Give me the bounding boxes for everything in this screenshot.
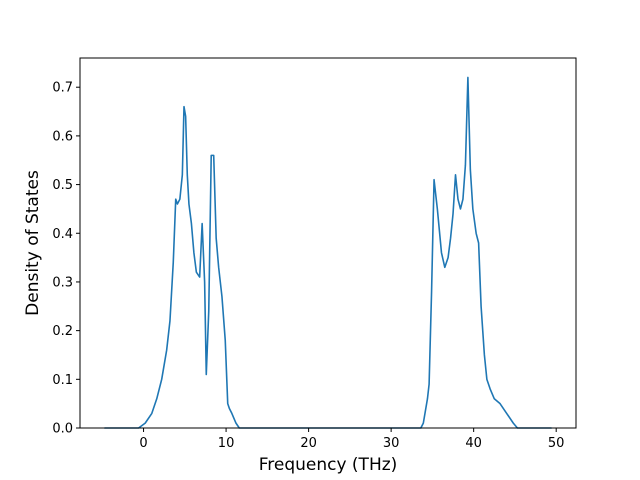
x-tick-label: 0 [139, 436, 147, 451]
y-axis-ticks: 0.0 0.1 0.2 0.3 0.4 0.5 0.6 0.7 [52, 81, 80, 437]
y-axis-label: Density of States [23, 170, 43, 316]
y-tick-label: 0.4 [52, 227, 73, 242]
x-tick-label: 20 [300, 436, 317, 451]
y-tick-label: 0.0 [52, 422, 73, 437]
x-tick-label: 40 [465, 436, 482, 451]
plot-layer [103, 76, 553, 429]
x-tick-label: 10 [218, 436, 235, 451]
y-tick-label: 0.1 [52, 373, 73, 388]
y-tick-label: 0.2 [52, 324, 73, 339]
plot-frame [79, 57, 577, 429]
y-tick-label: 0.5 [52, 178, 73, 193]
y-tick-label: 0.6 [52, 129, 73, 144]
x-axis-label: Frequency (THz) [259, 455, 398, 475]
x-tick-label: 50 [548, 436, 565, 451]
y-tick-label: 0.3 [52, 275, 73, 290]
x-axis-ticks: 0 10 20 30 40 50 [139, 428, 564, 451]
y-tick-label: 0.7 [52, 81, 73, 96]
x-tick-label: 30 [383, 436, 400, 451]
dos-series-line [103, 76, 553, 429]
